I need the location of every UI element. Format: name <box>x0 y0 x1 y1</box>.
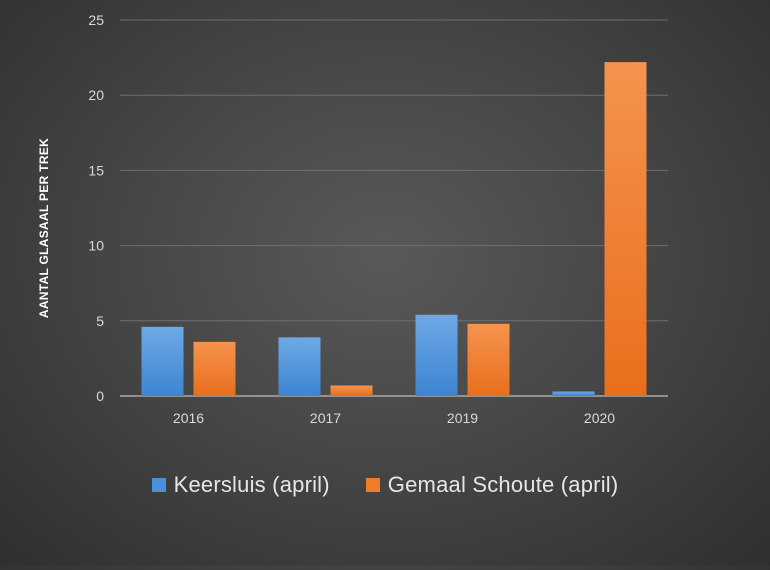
x-tick-label: 2020 <box>584 410 615 426</box>
y-axis-label: AANTAL GLASAAL PER TREK <box>37 137 51 319</box>
y-tick-label: 5 <box>96 313 104 329</box>
bar-gemaal-schoute-2017 <box>330 385 373 396</box>
legend-label-gemaal-schoute: Gemaal Schoute (april) <box>387 472 619 497</box>
bars <box>141 62 647 396</box>
x-tick-label: 2016 <box>173 410 204 426</box>
bar-keersluis-2019 <box>415 314 458 396</box>
y-tick-label: 15 <box>88 162 104 178</box>
y-tick-label: 25 <box>88 12 104 28</box>
legend-swatch-keersluis <box>151 478 166 492</box>
bar-gemaal-schoute-2020 <box>604 62 647 396</box>
legend-swatch-gemaal-schoute <box>365 478 380 492</box>
legend-item-gemaal-schoute: Gemaal Schoute (april) <box>365 472 619 498</box>
y-tick-label: 10 <box>88 238 104 254</box>
bar-keersluis-2016 <box>141 326 184 396</box>
bar-keersluis-2017 <box>278 337 321 396</box>
bar-gemaal-schoute-2019 <box>467 323 510 396</box>
bar-keersluis-2020 <box>552 391 595 396</box>
bar-gemaal-schoute-2016 <box>193 341 236 396</box>
legend: Keersluis (april) Gemaal Schoute (april) <box>0 472 770 498</box>
legend-item-keersluis: Keersluis (april) <box>151 472 330 498</box>
legend-label-keersluis: Keersluis (april) <box>173 472 330 497</box>
x-tick-label: 2017 <box>310 410 341 426</box>
gridlines <box>120 19 668 397</box>
y-axis-ticks: 0 5 10 15 20 25 <box>88 12 104 404</box>
x-axis-ticks: 2016 2017 2019 2020 <box>173 410 615 426</box>
y-tick-label: 20 <box>88 87 104 103</box>
y-tick-label: 0 <box>96 388 104 404</box>
x-tick-label: 2019 <box>447 410 478 426</box>
